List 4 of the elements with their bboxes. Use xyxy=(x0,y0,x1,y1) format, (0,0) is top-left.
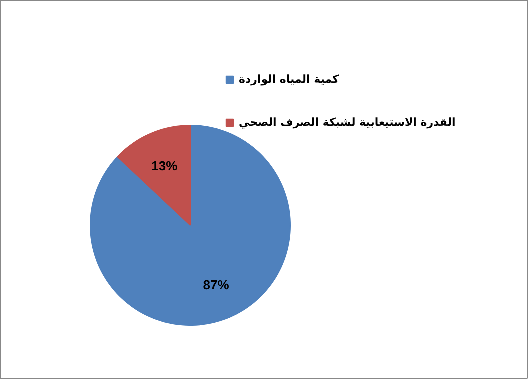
legend-label: كمية المياه الواردة xyxy=(239,73,340,86)
legend-label: القدرة الاستيعابية لشبكة الصرف الصحي xyxy=(239,116,456,129)
data-label: 87% xyxy=(203,278,230,293)
data-label: 13% xyxy=(152,158,178,174)
